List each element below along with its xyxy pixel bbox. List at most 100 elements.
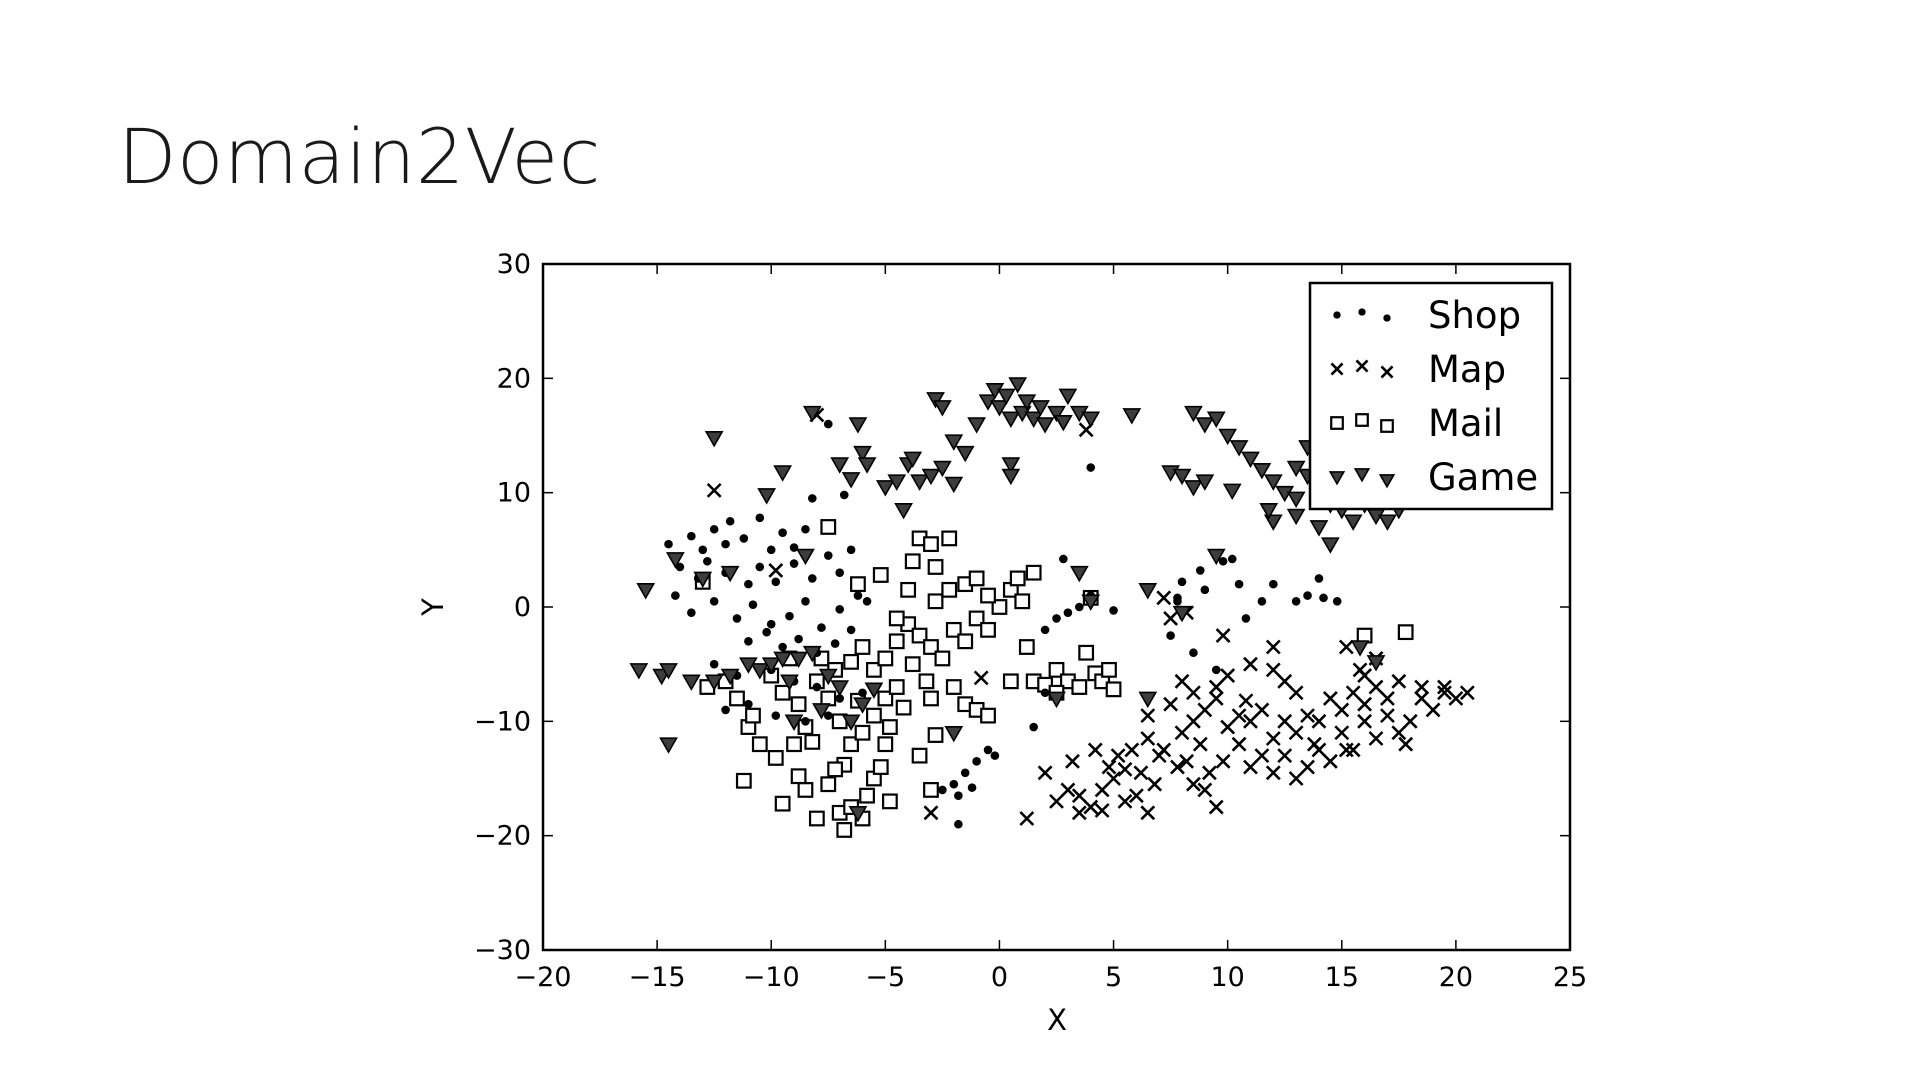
data-point <box>808 494 817 503</box>
data-point <box>945 621 962 638</box>
data-point <box>1231 708 1247 724</box>
data-point <box>693 571 713 589</box>
data-point <box>771 577 781 587</box>
data-point <box>1357 696 1373 712</box>
data-point <box>1195 566 1205 575</box>
data-point <box>750 663 770 680</box>
data-point <box>853 697 872 714</box>
legend-item-shop: Shop <box>1333 294 1521 337</box>
data-point <box>1398 736 1414 752</box>
data-point <box>1277 713 1293 729</box>
data-point <box>1320 537 1340 554</box>
data-point <box>945 679 962 695</box>
data-point <box>923 782 939 798</box>
data-point <box>755 562 765 572</box>
data-point <box>1265 639 1281 655</box>
data-point <box>820 519 837 535</box>
data-point <box>990 751 1000 760</box>
data-point <box>794 634 803 644</box>
data-point <box>1259 503 1279 520</box>
data-point <box>796 548 815 566</box>
data-point <box>629 663 649 680</box>
data-point <box>1263 474 1283 491</box>
data-point <box>1437 685 1452 701</box>
data-point <box>1215 628 1231 644</box>
data-point <box>944 434 964 451</box>
data-point <box>894 503 913 520</box>
data-point <box>1252 463 1272 480</box>
data-point <box>944 725 964 743</box>
data-point <box>944 476 964 494</box>
data-point <box>802 645 822 663</box>
data-point <box>767 750 784 766</box>
data-point <box>1138 691 1158 709</box>
data-point <box>1227 554 1237 564</box>
data-point <box>941 530 958 547</box>
y-tick-label: 10 <box>497 478 531 509</box>
data-point <box>1035 417 1055 434</box>
data-point <box>703 556 712 566</box>
data-point <box>1334 725 1350 741</box>
data-point <box>1170 759 1185 775</box>
data-point <box>1009 570 1026 587</box>
data-point <box>721 705 730 715</box>
data-point <box>1201 765 1217 781</box>
data-point <box>923 639 939 655</box>
data-point <box>1208 691 1224 706</box>
data-point <box>1138 583 1158 600</box>
data-point <box>1110 748 1126 764</box>
data-point <box>1124 742 1140 758</box>
data-point <box>923 536 939 553</box>
data-point <box>755 513 765 523</box>
data-point <box>1231 736 1247 752</box>
data-point <box>910 474 929 491</box>
data-point <box>744 579 753 589</box>
data-point <box>766 619 776 629</box>
data-point <box>848 806 868 823</box>
data-point <box>877 736 894 753</box>
legend-item-game: Game <box>1328 456 1538 499</box>
data-point <box>830 680 850 697</box>
data-point <box>1215 753 1231 769</box>
data-point <box>773 651 793 669</box>
legend-box <box>1308 281 1554 511</box>
data-point <box>1195 417 1215 434</box>
data-point <box>1017 394 1037 411</box>
data-point <box>789 543 799 552</box>
data-point <box>1048 661 1065 678</box>
data-point <box>735 772 752 789</box>
data-point <box>1197 782 1213 798</box>
data-point <box>751 736 768 753</box>
data-point <box>745 707 761 724</box>
data-point <box>954 791 963 800</box>
data-point <box>1229 440 1249 457</box>
data-point <box>1031 400 1050 417</box>
data-point <box>888 679 905 695</box>
legend-marker <box>1355 413 1369 427</box>
data-point <box>1086 463 1096 472</box>
data-point <box>808 574 817 583</box>
data-point <box>1306 736 1322 752</box>
data-point <box>1106 771 1121 786</box>
data-point <box>1052 614 1061 623</box>
data-point <box>996 388 1016 406</box>
data-point <box>744 699 753 709</box>
series-map <box>706 407 1475 826</box>
data-point <box>881 719 898 735</box>
data-point <box>1288 685 1304 701</box>
data-point <box>1425 702 1441 718</box>
data-point <box>1243 759 1258 775</box>
data-point <box>918 673 935 690</box>
data-point <box>866 661 882 678</box>
data-point <box>812 703 831 720</box>
data-point <box>862 596 872 606</box>
data-point <box>1002 673 1019 690</box>
data-point <box>1345 742 1361 758</box>
x-tick-label: 0 <box>991 962 1008 993</box>
data-point <box>1265 662 1281 678</box>
data-point <box>1243 656 1258 672</box>
data-point <box>968 610 985 627</box>
data-point <box>1254 748 1270 764</box>
data-point <box>1218 556 1228 566</box>
data-point <box>1186 685 1201 701</box>
